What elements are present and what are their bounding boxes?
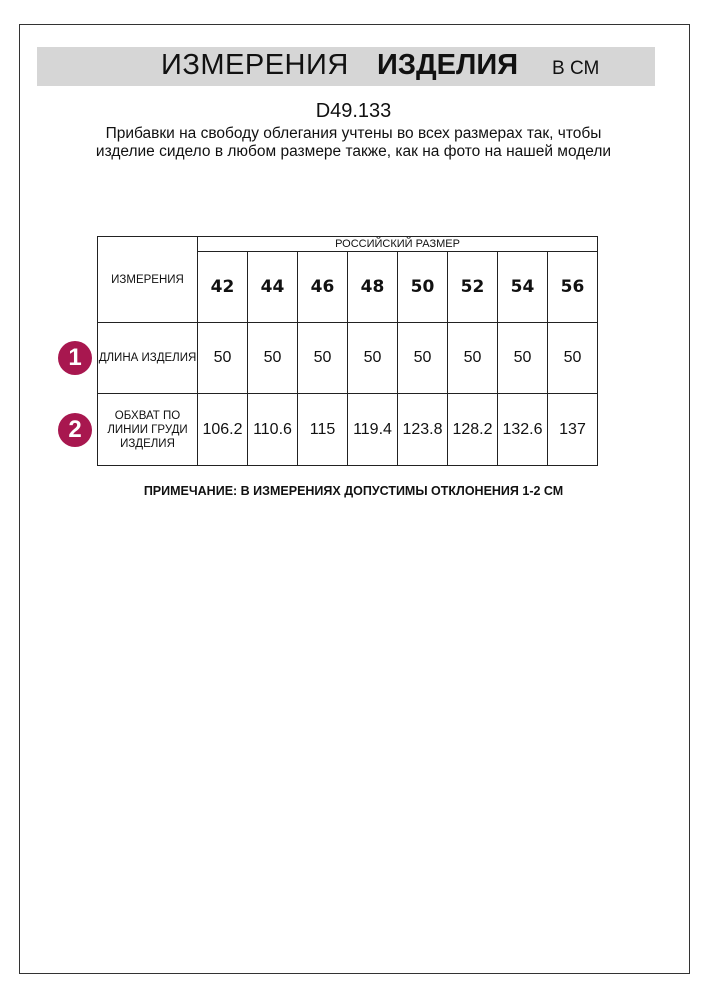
row-header: ИЗМЕРЕНИЯ (97, 236, 198, 323)
badge-1: 1 (58, 341, 92, 375)
table-cell: 119.4 (347, 393, 398, 466)
note: ПРИМЕЧАНИЕ: В ИЗМЕРЕНИЯХ ДОПУСТИМЫ ОТКЛО… (143, 484, 564, 498)
size-header: 48 (347, 251, 398, 323)
table-cell: 50 (497, 322, 548, 394)
table-cell: 50 (547, 322, 598, 394)
group-header: РОССИЙСКИЙ РАЗМЕР (197, 236, 598, 252)
size-header: 46 (297, 251, 348, 323)
size-header: 56 (547, 251, 598, 323)
size-header: 42 (197, 251, 248, 323)
size-header: 54 (497, 251, 548, 323)
table-cell: 106.2 (197, 393, 248, 466)
table-cell: 132.6 (497, 393, 548, 466)
table-cell: 50 (347, 322, 398, 394)
size-header: 50 (397, 251, 448, 323)
row-label: ОБХВАТ ПО ЛИНИИ ГРУДИ ИЗДЕЛИЯ (97, 393, 198, 466)
table-cell: 128.2 (447, 393, 498, 466)
table-cell: 50 (297, 322, 348, 394)
table-cell: 137 (547, 393, 598, 466)
page-frame (19, 24, 690, 974)
table-cell: 50 (447, 322, 498, 394)
table-cell: 123.8 (397, 393, 448, 466)
size-header: 52 (447, 251, 498, 323)
table-cell: 50 (397, 322, 448, 394)
size-table: ИЗМЕРЕНИЯ РОССИЙСКИЙ РАЗМЕР 42 44 46 48 50 52… (97, 236, 598, 466)
title-bold: ИЗДЕЛИЯ (377, 49, 519, 81)
row-label: ДЛИНА ИЗДЕЛИЯ (97, 322, 198, 394)
title-unit: В СМ (552, 58, 600, 79)
table-cell: 115 (297, 393, 348, 466)
title-regular: ИЗМЕРЕНИЯ (161, 49, 349, 81)
product-code: D49.133 (315, 100, 392, 122)
table-cell: 110.6 (247, 393, 298, 466)
size-header: 44 (247, 251, 298, 323)
badge-2: 2 (58, 413, 92, 447)
table-cell: 50 (197, 322, 248, 394)
table-cell: 50 (247, 322, 298, 394)
description: Прибавки на свободу облегания учтены во … (95, 125, 612, 160)
title-banner (37, 47, 655, 86)
